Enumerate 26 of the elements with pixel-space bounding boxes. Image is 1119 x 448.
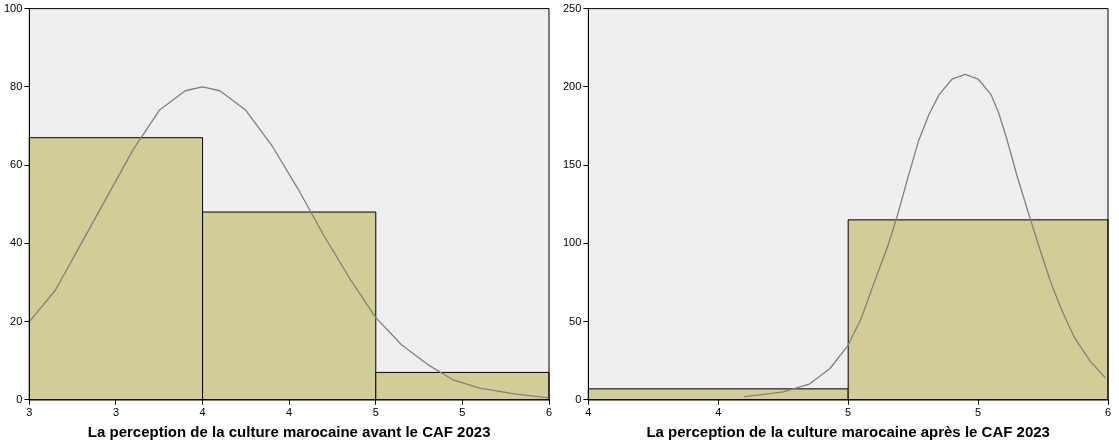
x-tick-label: 6 — [545, 406, 553, 419]
x-tick-label: 4 — [715, 406, 722, 419]
y-tick-label: 250 — [562, 1, 582, 14]
y-tick-label: 100 — [3, 1, 23, 14]
x-tick-label: 3 — [26, 406, 33, 419]
x-tick-label: 5 — [845, 406, 852, 419]
x-tick-label: 5 — [372, 406, 379, 419]
x-tick-label: 4 — [585, 406, 592, 419]
y-tick-label: 50 — [569, 314, 582, 327]
x-tick-label: 5 — [975, 406, 982, 419]
y-tick-label: 80 — [10, 79, 23, 92]
x-tick-label: 5 — [459, 406, 466, 419]
y-tick-label: 150 — [562, 158, 582, 171]
x-tick-label: 4 — [286, 406, 293, 419]
x-axis-title: La perception de la culture marocaine après le CAF 2023 — [646, 423, 1050, 441]
x-axis-title: La perception de la culture marocaine avant le CAF 2023 — [87, 423, 491, 441]
y-tick-label: 0 — [16, 392, 23, 405]
x-tick-label: 4 — [199, 406, 206, 419]
y-tick-label: 60 — [10, 158, 23, 171]
y-tick-label: 200 — [562, 79, 582, 92]
x-tick-label: 6 — [1104, 406, 1112, 419]
y-tick-label: 20 — [10, 314, 23, 327]
y-tick-label: 40 — [10, 236, 23, 249]
x-tick-label: 3 — [112, 406, 120, 419]
y-tick-label: 0 — [575, 392, 582, 405]
y-tick-label: 100 — [562, 236, 582, 249]
